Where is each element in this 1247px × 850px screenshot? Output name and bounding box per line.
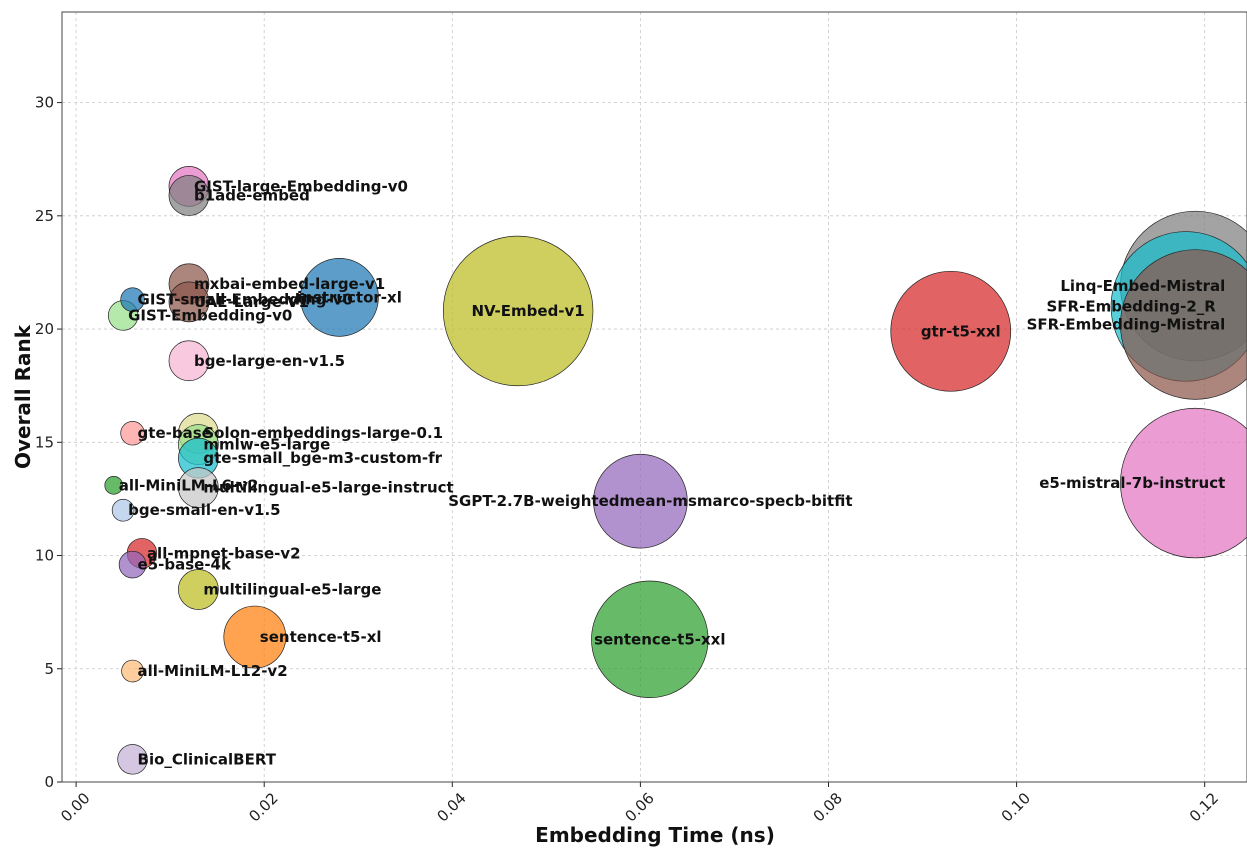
point-label: all-mpnet-base-v2 — [147, 544, 301, 562]
point-label: all-MiniLM-L12-v2 — [138, 662, 288, 680]
plot-frame — [61, 11, 1247, 783]
point-label: sentence-t5-xxl — [594, 630, 725, 648]
point-label: sentence-t5-xl — [260, 628, 382, 646]
point-label: b1ade-embed — [194, 186, 310, 204]
bubble-instructor-xl — [300, 258, 379, 337]
point-label: Solon-embeddings-large-0.1 — [203, 424, 443, 442]
axes: 0.00 0.02 0.04 0.06 0.08 0.10 0.12 0 5 10 15 20 25 30 — [35, 11, 1247, 825]
bubble-all-minilm-l6-v2 — [104, 476, 124, 495]
point-label: SFR-Embedding-2_R — [1047, 297, 1217, 315]
point-label: gte-small_bge-m3-custom-fr — [203, 449, 442, 467]
x-tick-label: 0.06 — [622, 789, 658, 825]
bubble-bio-clinicalbert — [117, 744, 148, 775]
point-label: gte-base — [138, 424, 212, 442]
point-label: mmlw-e5-large — [203, 436, 330, 454]
y-tick-label: 0 — [44, 773, 54, 791]
x-tick-label: 0.02 — [245, 789, 281, 825]
y-tick-label: 25 — [35, 207, 54, 225]
bubble-gist-small-embedding-v0 — [120, 287, 145, 312]
y-tick-label: 10 — [35, 547, 54, 565]
point-label: GIST-large-Embedding-v0 — [194, 177, 408, 195]
point-label: Bio_ClinicalBERT — [138, 750, 277, 768]
point-label: GIST-small-Embedding-v0 — [138, 291, 353, 309]
y-tick-label: 15 — [35, 433, 54, 451]
point-label: multilingual-e5-large — [203, 581, 381, 599]
point-label: SFR-Embedding-Mistral — [1027, 316, 1226, 334]
point-label: e5-mistral-7b-instruct — [1039, 474, 1225, 492]
point-label: e5-base-4k — [138, 556, 232, 574]
x-tick-label: 0.08 — [810, 789, 846, 825]
bubble-bge-large-en-v1-5 — [168, 340, 210, 382]
point-label: GIST-Embedding-v0 — [128, 306, 292, 324]
bubble-sentence-t5-xxl — [591, 580, 709, 698]
bubble-nv-embed-v1 — [442, 235, 594, 387]
point-label: bge-large-en-v1.5 — [194, 352, 345, 370]
y-tick-label: 5 — [44, 660, 54, 678]
point-label: gtr-t5-xxl — [921, 322, 1001, 340]
bubble-all-minilm-l12-v2 — [121, 659, 144, 683]
point-label: SGPT-2.7B-weightedmean-msmarco-specb-bit… — [448, 492, 852, 510]
bubble-bge-small-en-v1-5 — [111, 498, 135, 522]
bubble-uae-large-v1 — [168, 281, 210, 323]
point-label: mxbai-embed-large-v1 — [194, 275, 385, 293]
bubble-multilingual-e5-large-instruct — [178, 467, 219, 508]
x-axis-title: Embedding Time (ns) — [535, 823, 775, 847]
y-tick-label: 20 — [35, 320, 54, 338]
x-tick-label: 0.00 — [57, 789, 93, 825]
bubble-e5-base-4k — [118, 550, 147, 579]
bubble-e5-mistral-7b-instruct — [1120, 407, 1247, 559]
y-tick-label: 30 — [35, 94, 54, 112]
point-label: all-MiniLM-L6-v2 — [119, 476, 259, 494]
bubble-gtr-t5-xxl — [890, 270, 1012, 392]
bubble-sentence-t5-xl — [223, 605, 287, 669]
bubble-sgpt-2-7b-weightedmean-msmarco-specb-bitfit — [593, 453, 688, 549]
point-label: UAE-Large-V1 — [194, 293, 309, 311]
x-tick-label: 0.10 — [998, 789, 1034, 825]
bubbles — [104, 166, 1247, 775]
bubble-sfr-embedding-mistral — [1120, 249, 1247, 400]
y-axis-title: Overall Rank — [11, 324, 35, 469]
point-label: NV-Embed-v1 — [471, 302, 584, 320]
point-label: Linq-Embed-Mistral — [1060, 277, 1225, 295]
bubble-b1ade-embed — [168, 175, 210, 216]
x-tick-label: 0.12 — [1186, 789, 1222, 825]
bubble-multilingual-e5-large — [178, 569, 219, 610]
bubble-gte-base — [120, 421, 145, 446]
point-label: multilingual-e5-large-instruct — [203, 479, 453, 497]
point-label: instructor-xl — [297, 288, 402, 306]
point-label: bge-small-en-v1.5 — [128, 501, 281, 519]
x-tick-label: 0.04 — [433, 789, 469, 825]
